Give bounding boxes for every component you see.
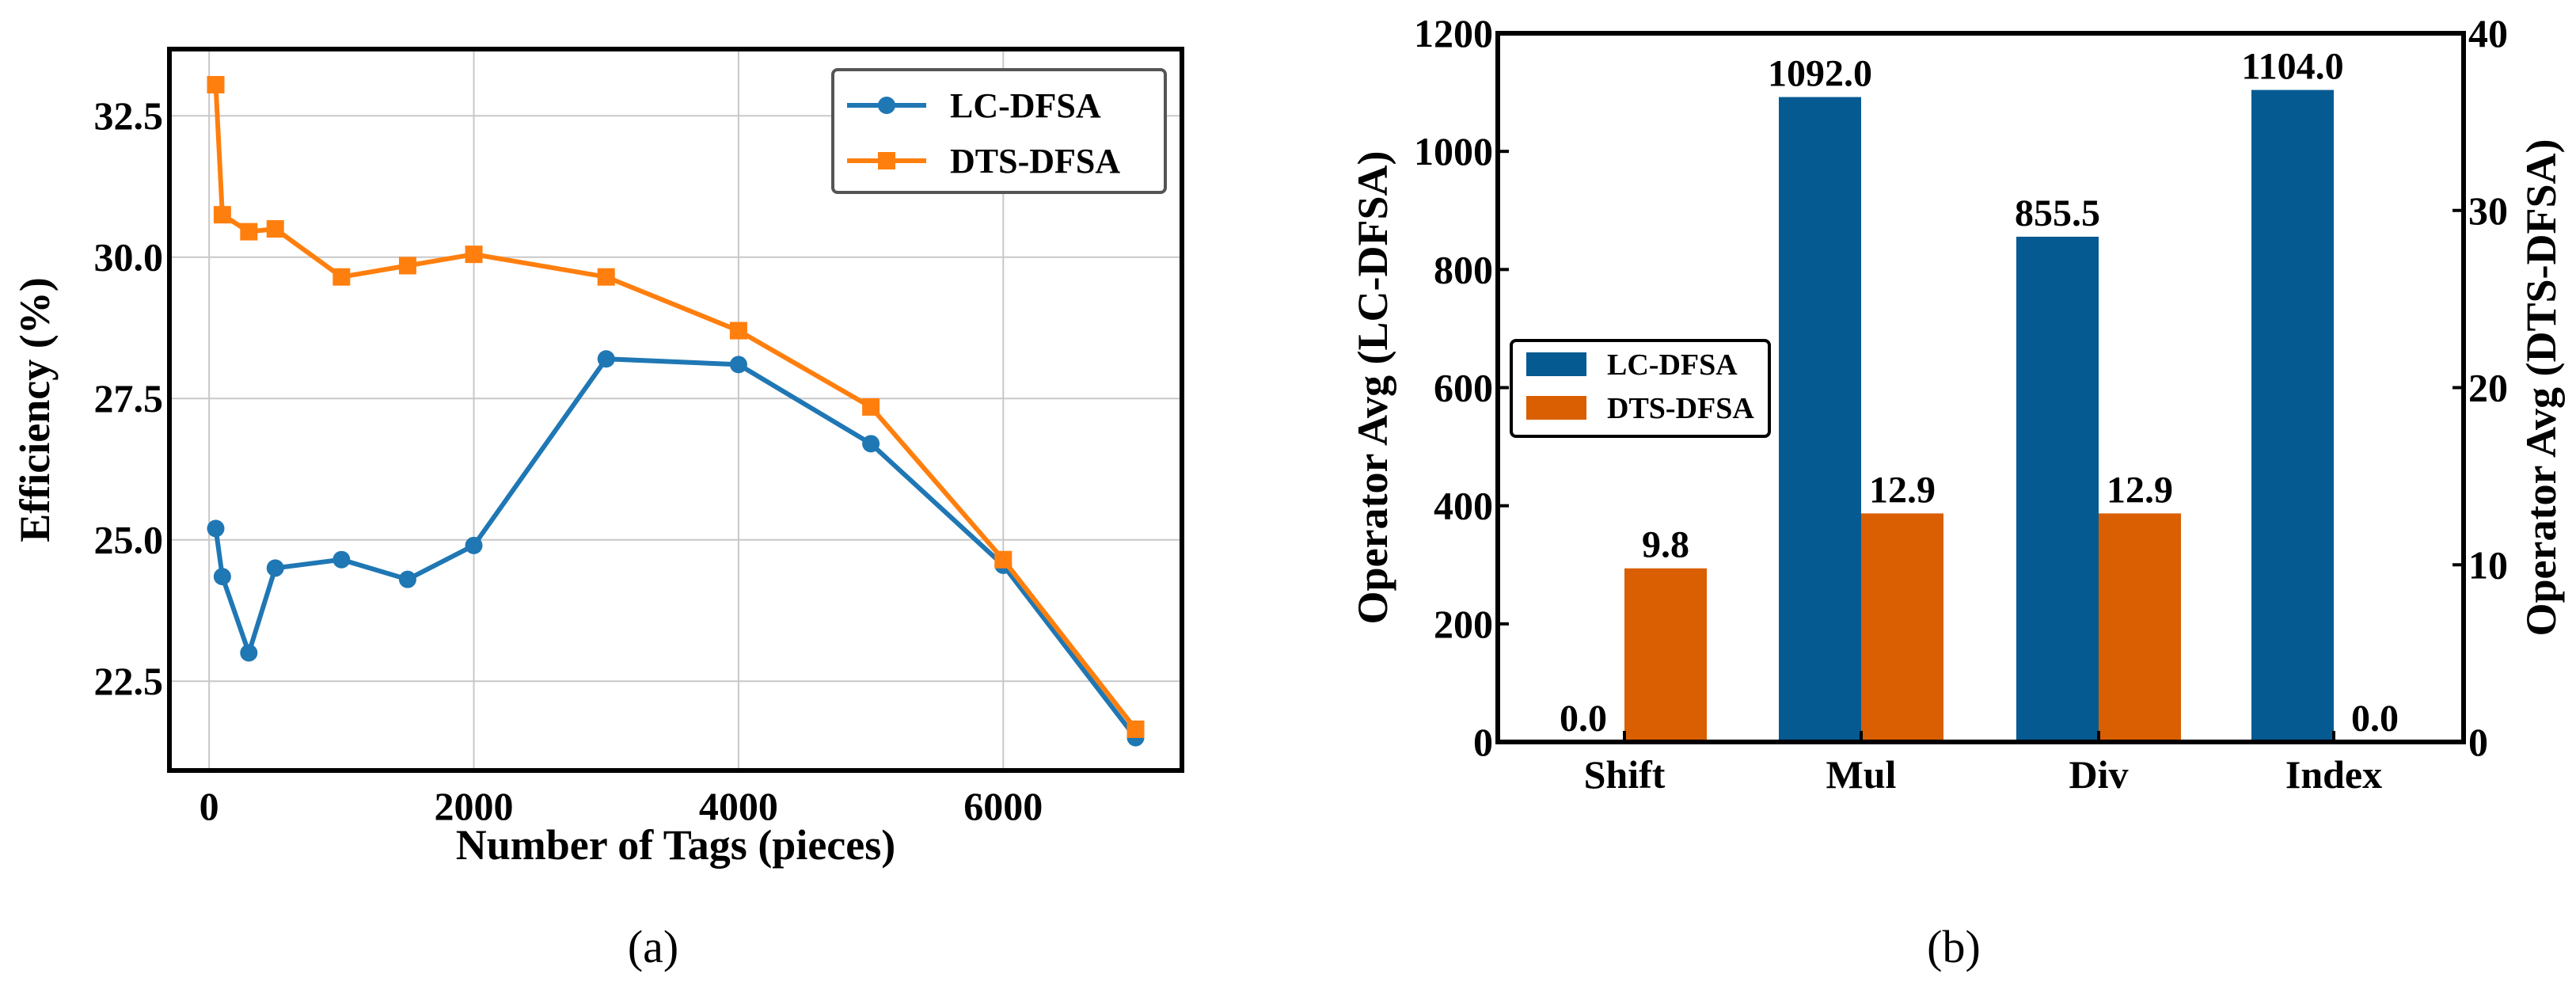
chart-a-efficiency: 0 2000 4000 6000 22.5 25.0 27.5 30.0 32.5 Number …: [11, 47, 1184, 869]
y-right-tick-label: 40: [2468, 11, 2508, 55]
bar-value-label: 1092.0: [1768, 53, 1872, 95]
legend: LC-DFSA DTS-DFSA: [1510, 339, 1771, 438]
data-point: [597, 268, 615, 286]
plot-frame: [167, 47, 1184, 773]
data-point: [240, 644, 258, 662]
y-tick-label: 32.5: [94, 93, 164, 138]
data-point: [213, 568, 231, 586]
y-axis-label: Efficiency (%): [11, 277, 59, 542]
y-axis-label-right: Operator Avg (DTS-DFSA): [2517, 139, 2565, 637]
bar-value-label: 1104.0: [2241, 46, 2343, 88]
bar-value-label: 855.5: [2015, 192, 2100, 234]
bar-value-label: 9.8: [1642, 524, 1689, 566]
caption-b: (b): [1927, 921, 1981, 972]
y-tick-label: 800: [1434, 247, 1493, 291]
y-right-tick-label: 10: [2468, 542, 2508, 587]
legend-marker: [878, 97, 895, 114]
y-right-tick-label: 20: [2468, 366, 2508, 410]
x-tick-label: 2000: [435, 784, 514, 828]
bar-lc-dfsa: [1779, 97, 1861, 743]
legend-label: LC-DFSA: [950, 86, 1101, 125]
bar-dts-dfsa: [1624, 568, 1707, 742]
y-tick-label: 1200: [1414, 11, 1493, 55]
x-tick-label: Shift: [1584, 752, 1666, 797]
data-point: [729, 321, 747, 340]
data-point: [398, 570, 416, 588]
y-tick-label: 25.0: [94, 518, 164, 562]
data-point: [207, 75, 225, 93]
data-point: [1127, 720, 1145, 738]
legend-marker: [878, 152, 895, 169]
data-point: [862, 435, 880, 453]
y-tick-label: 22.5: [94, 659, 164, 703]
y-tick-label: 30.0: [94, 235, 164, 280]
y-tick-label: 27.5: [94, 376, 164, 420]
data-point: [266, 220, 284, 238]
data-point: [207, 519, 225, 538]
bar-dts-dfsa: [1861, 513, 1943, 742]
x-tick-label: 6000: [963, 784, 1043, 828]
plot-frame: [1495, 31, 2466, 744]
data-point: [465, 536, 483, 554]
bar-lc-dfsa: [2251, 89, 2334, 743]
data-point: [240, 223, 258, 241]
legend-label: LC-DFSA: [1607, 348, 1738, 382]
y-axis-label-left: Operator Avg (LC-DFSA): [1349, 151, 1396, 625]
caption-a: (a): [628, 921, 678, 972]
data-point: [465, 245, 483, 264]
data-point: [332, 268, 351, 286]
data-point: [597, 350, 615, 368]
data-point: [398, 257, 416, 275]
data-point: [729, 356, 747, 374]
x-tick-label: Index: [2285, 752, 2382, 797]
data-point: [994, 550, 1013, 569]
y-tick-label: 200: [1434, 602, 1493, 646]
bar-value-label: 0.0: [2351, 698, 2399, 740]
bar-value-label: 0.0: [1560, 698, 1607, 740]
y-tick-label: 600: [1434, 366, 1493, 410]
data-point: [862, 398, 880, 416]
y-tick-label: 400: [1434, 484, 1493, 528]
data-point: [332, 550, 351, 569]
x-tick-label: Div: [2069, 752, 2129, 797]
x-axis-label: Number of Tags (pieces): [456, 821, 896, 869]
legend-label: DTS-DFSA: [1607, 392, 1754, 425]
chart-b-operator-avg: 0.0 1092.0 855.5 1104.0 9.8 12.9 12.9 0.0 Shift M…: [1349, 11, 2565, 797]
y-right-tick-label: 0: [2468, 720, 2488, 764]
x-tick-label: Mul: [1826, 752, 1897, 797]
legend: LC-DFSA DTS-DFSA: [831, 68, 1167, 194]
x-tick-label: 0: [199, 784, 219, 828]
y-tick-label: 1000: [1414, 129, 1493, 173]
data-point: [213, 206, 231, 224]
bar-value-label: 12.9: [1869, 469, 1936, 511]
legend-swatch: [1526, 396, 1586, 420]
legend-swatch: [1526, 352, 1586, 376]
bar-value-label: 12.9: [2107, 469, 2173, 511]
y-tick-label: 0: [1473, 720, 1493, 764]
x-tick-label: 4000: [699, 784, 778, 828]
series-line-lc-dfsa: [213, 356, 1138, 740]
bar-lc-dfsa: [2016, 236, 2099, 742]
legend-label: DTS-DFSA: [950, 142, 1120, 181]
bar-dts-dfsa: [2099, 513, 2181, 742]
data-point: [266, 559, 284, 577]
y-right-tick-label: 30: [2468, 188, 2508, 233]
